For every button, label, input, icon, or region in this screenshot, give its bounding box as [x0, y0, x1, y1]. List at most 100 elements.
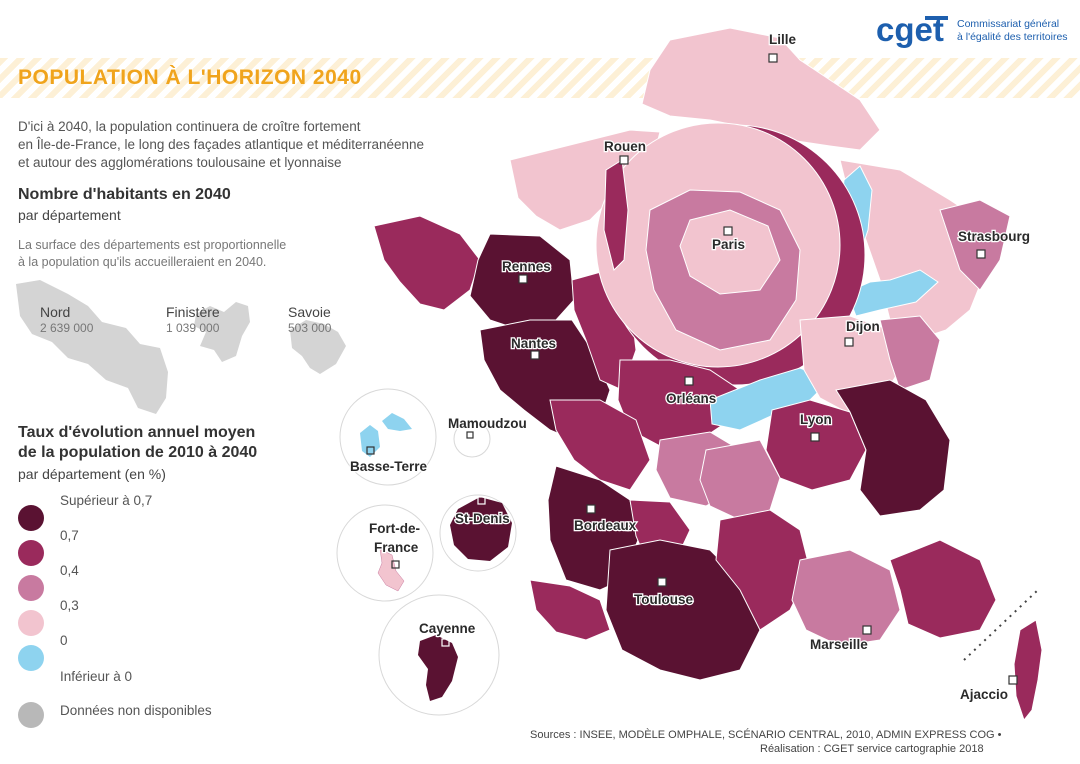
- city-orleans: Orléans: [666, 391, 716, 406]
- lille-marker: [768, 53, 778, 63]
- city-rouen: Rouen: [604, 139, 646, 154]
- size-legend-subtitle: par département: [18, 207, 121, 223]
- legend-label-6: Inférieur à 0: [60, 669, 133, 684]
- martinique-shape: [377, 548, 405, 592]
- sample-nord-value: 2 639 000: [40, 321, 94, 335]
- color-legend-title-1: Taux d'évolution annuel moyen: [18, 424, 256, 441]
- legend-swatch-7: [18, 702, 44, 728]
- color-legend-subtitle: par département (en %): [18, 466, 166, 482]
- orleans-marker: [684, 376, 694, 386]
- finistere-silhouette: [194, 302, 250, 362]
- region-corsica: [1013, 619, 1043, 722]
- reunion-shape: [450, 497, 512, 561]
- legend-label-7: Données non disponibles: [60, 703, 212, 718]
- legend-swatch-1: [18, 505, 44, 531]
- bordeaux-marker: [586, 504, 596, 514]
- logo-caption: Commissariat général à l'égalité des ter…: [957, 18, 1068, 44]
- cget-logo: cget: [876, 14, 948, 48]
- legend-label-1: Supérieur à 0,7: [60, 493, 153, 508]
- legend-label-3: 0,4: [60, 563, 79, 578]
- sample-savoie-name: Savoie: [288, 304, 331, 320]
- size-legend-title: Nombre d'habitants en 2040: [18, 186, 231, 203]
- toulouse-marker: [657, 577, 667, 587]
- ajaccio-marker: [1008, 675, 1018, 685]
- size-samples: [16, 280, 346, 414]
- city-nantes: Nantes: [511, 336, 556, 351]
- region-paca-east: [889, 539, 997, 639]
- legend-class-3: 0,4: [18, 563, 79, 601]
- credit-line: Réalisation : CGET service cartographie …: [760, 743, 984, 755]
- overseas-insets: Basse-Terre Mamoudzou Fort-de- France St…: [336, 388, 528, 716]
- sample-finistere-name: Finistère: [166, 304, 220, 320]
- legend-swatch-5: [18, 645, 44, 671]
- city-marseille: Marseille: [810, 637, 868, 652]
- region-alsace: [939, 199, 1011, 291]
- page-title: POPULATION À L'HORIZON 2040: [18, 66, 362, 89]
- region-brittany-west: [373, 215, 481, 311]
- city-basse-terre: Basse-Terre: [350, 459, 428, 474]
- city-fort-de-france-1: Fort-de-: [369, 521, 420, 536]
- intro-line-3: et autour des agglomérations toulousaine…: [18, 155, 342, 170]
- city-fort-de-france-2: France: [374, 540, 419, 555]
- region-landes: [529, 579, 611, 641]
- city-bordeaux: Bordeaux: [574, 518, 637, 533]
- city-dijon: Dijon: [846, 319, 880, 334]
- legend-label-4: 0,3: [60, 598, 79, 613]
- title-band: [0, 58, 1080, 98]
- region-occitanie-east: [715, 509, 811, 631]
- city-lille: Lille: [769, 32, 796, 47]
- guadeloupe-shape: [360, 413, 412, 457]
- rouen-marker: [619, 155, 629, 165]
- region-north: [641, 27, 881, 151]
- city-rennes: Rennes: [502, 259, 551, 274]
- region-alps: [835, 379, 951, 517]
- city-toulouse: Toulouse: [634, 592, 693, 607]
- legend-class-2: 0,7: [18, 528, 79, 566]
- nord-silhouette: [16, 280, 168, 414]
- city-ajaccio: Ajaccio: [960, 687, 1008, 702]
- size-note-line-1: La surface des départements est proporti…: [18, 238, 287, 252]
- region-grand-est: [839, 159, 1001, 341]
- legend-label-2: 0,7: [60, 528, 79, 543]
- city-st-denis: St-Denis: [455, 511, 510, 526]
- legend-class-5: 0: [18, 633, 68, 671]
- size-legend-note: La surface des départements est proporti…: [18, 237, 286, 271]
- intro-text: D'ici à 2040, la population continuera d…: [18, 118, 488, 172]
- city-paris: Paris: [712, 237, 745, 252]
- legend-class-1: Supérieur à 0,7: [18, 493, 152, 531]
- legend-class-4: 0,3: [18, 598, 79, 636]
- paris-marker: [723, 226, 733, 236]
- idf-paris: [679, 209, 781, 295]
- lyon-marker: [810, 432, 820, 442]
- sample-finistere-value: 1 039 000: [166, 321, 220, 335]
- st-denis-marker: [477, 496, 486, 505]
- marseille-marker: [862, 625, 872, 635]
- fort-de-france-marker: [391, 560, 400, 569]
- sample-savoie-value: 503 000: [288, 321, 332, 335]
- city-cayenne: Cayenne: [419, 621, 476, 636]
- legend-class-7: Données non disponibles: [18, 702, 212, 728]
- city-lyon: Lyon: [800, 412, 832, 427]
- region-poitou: [549, 399, 651, 491]
- legend-swatch-4: [18, 610, 44, 636]
- guadeloupe-circle: [339, 388, 437, 486]
- color-legend-title-2: de la population de 2010 à 2040: [18, 444, 258, 461]
- region-franche-comte: [879, 315, 941, 391]
- strasbourg-marker: [976, 249, 986, 259]
- mamoudzou-marker: [466, 431, 474, 439]
- city-mamoudzou: Mamoudzou: [448, 416, 527, 431]
- intro-line-1: D'ici à 2040, la population continuera d…: [18, 119, 361, 134]
- sample-nord-name: Nord: [40, 304, 71, 320]
- size-note-line-2: à la population qu'ils accueilleraient e…: [18, 255, 267, 269]
- rennes-marker: [518, 274, 528, 284]
- savoie-silhouette: [290, 320, 346, 374]
- dijon-marker: [844, 337, 854, 347]
- cayenne-marker: [441, 638, 450, 647]
- guyane-shape: [418, 635, 458, 701]
- nantes-marker: [530, 350, 540, 360]
- legend-swatch-2: [18, 540, 44, 566]
- logo-line-1: Commissariat général: [957, 18, 1060, 30]
- legend-swatch-3: [18, 575, 44, 601]
- mayotte-circle: [453, 420, 491, 458]
- region-paca-west: [791, 549, 901, 647]
